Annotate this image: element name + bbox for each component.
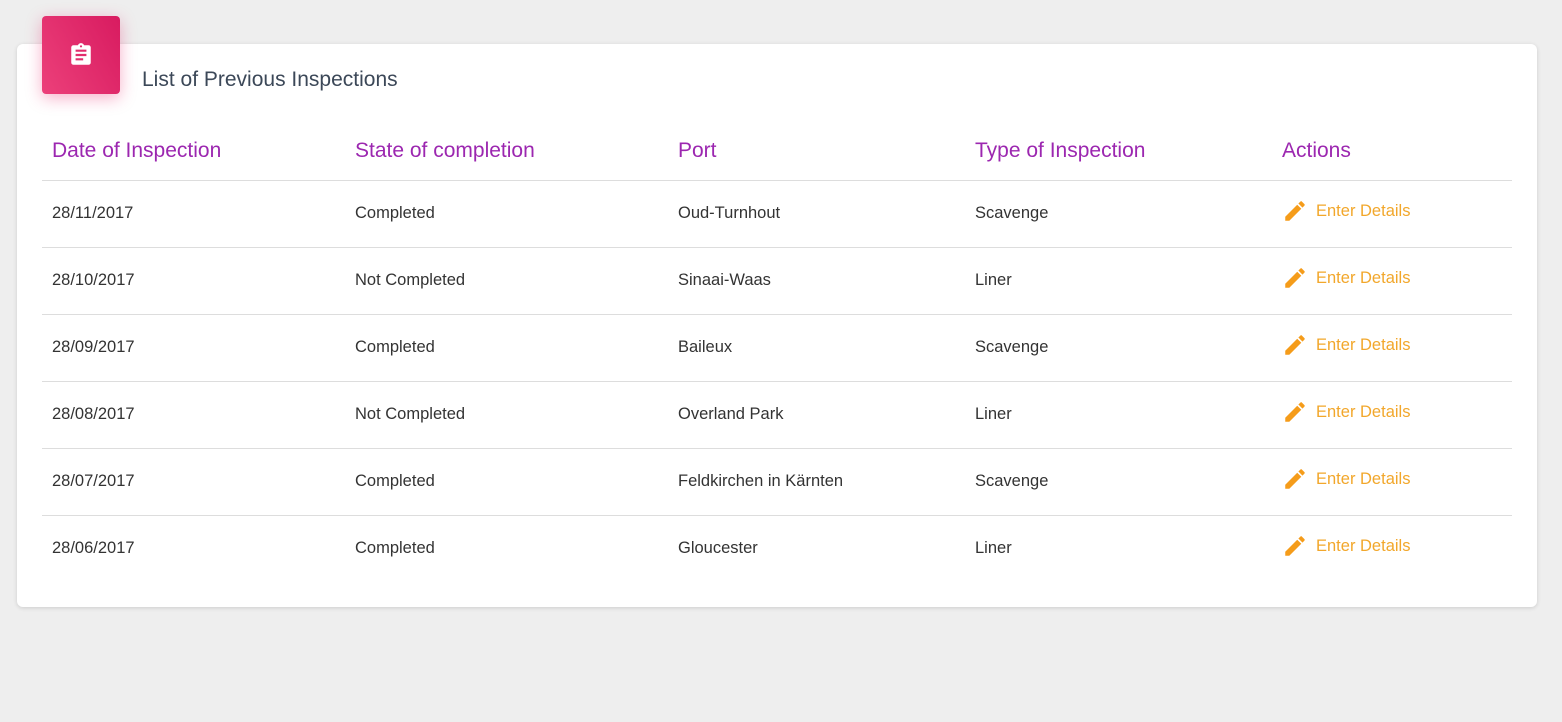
cell-port: Oud-Turnhout <box>668 180 965 248</box>
pencil-icon <box>1285 536 1305 556</box>
pencil-icon <box>1285 201 1305 221</box>
cell-state: Completed <box>345 314 668 382</box>
enter-details-button[interactable]: Enter Details <box>1282 399 1410 425</box>
enter-details-label: Enter Details <box>1316 536 1411 555</box>
enter-details-label: Enter Details <box>1316 402 1411 421</box>
table-row: 28/11/2017 Completed Oud-Turnhout Scavenge E… <box>42 180 1512 248</box>
cell-actions: Enter Details <box>1272 247 1512 315</box>
enter-details-button[interactable]: Enter Details <box>1282 198 1410 224</box>
cell-state: Completed <box>345 180 668 248</box>
cell-type: Scavenge <box>965 180 1272 248</box>
cell-type: Scavenge <box>965 314 1272 382</box>
table-row: 28/10/2017 Not Completed Sinaai-Waas Liner E… <box>42 247 1512 315</box>
pencil-icon <box>1285 469 1305 489</box>
enter-details-label: Enter Details <box>1316 335 1411 354</box>
card-header-icon <box>42 16 120 94</box>
column-header: Date of Inspection <box>42 122 345 181</box>
enter-details-label: Enter Details <box>1316 268 1411 287</box>
column-header: Port <box>668 122 965 181</box>
cell-port: Feldkirchen in Kärnten <box>668 448 965 516</box>
cell-actions: Enter Details <box>1272 381 1512 449</box>
cell-state: Completed <box>345 448 668 516</box>
inspections-table: Date of Inspection State of completion Por… <box>42 122 1512 582</box>
enter-details-button[interactable]: Enter Details <box>1282 533 1410 559</box>
enter-details-label: Enter Details <box>1316 469 1411 488</box>
cell-state: Not Completed <box>345 247 668 315</box>
cell-date: 28/11/2017 <box>42 180 345 248</box>
clipboard-icon <box>71 43 91 65</box>
table-row: 28/07/2017 Completed Feldkirchen in Kärnte… <box>42 448 1512 516</box>
cell-port: Gloucester <box>678 539 758 558</box>
cell-type: Liner <box>965 247 1272 315</box>
cell-date: 28/10/2017 <box>42 247 345 315</box>
cell-date: 28/07/2017 <box>42 448 345 516</box>
enter-details-button[interactable]: Enter Details <box>1282 466 1410 492</box>
cell-port: Overland Park <box>668 381 965 449</box>
cell-port: Baileux <box>668 314 965 382</box>
enter-details-button[interactable]: Enter Details <box>1282 332 1410 358</box>
cell-date: 28/08/2017 <box>42 381 345 449</box>
table-row: 28/06/2017 Completed Gloucester Liner Enter … <box>42 515 1512 582</box>
cell-port: Sinaai-Waas <box>668 247 965 315</box>
cell-actions: Enter Details <box>1272 448 1512 516</box>
cell-state: Completed <box>355 539 435 558</box>
column-header: State of completion <box>345 122 668 181</box>
column-header: Actions <box>1272 122 1512 181</box>
enter-details-label: Enter Details <box>1316 201 1411 220</box>
cell-type: Liner <box>975 539 1012 558</box>
cell-state: Not Completed <box>345 381 668 449</box>
cell-type: Scavenge <box>965 448 1272 516</box>
cell-actions: Enter Details <box>1272 180 1512 248</box>
pencil-icon <box>1285 335 1305 355</box>
enter-details-button[interactable]: Enter Details <box>1282 265 1410 291</box>
card-title: List of Previous Inspections <box>142 68 398 91</box>
pencil-icon <box>1285 402 1305 422</box>
table-row: 28/09/2017 Completed Baileux Scavenge Enter … <box>42 314 1512 382</box>
column-header: Type of Inspection <box>965 122 1272 181</box>
table-row: 28/08/2017 Not Completed Overland Park Line… <box>42 381 1512 449</box>
cell-actions: Enter Details <box>1272 314 1512 382</box>
cell-type: Liner <box>965 381 1272 449</box>
pencil-icon <box>1285 268 1305 288</box>
cell-actions: Enter Details <box>1272 515 1512 582</box>
cell-date: 28/09/2017 <box>42 314 345 382</box>
cell-date: 28/06/2017 <box>52 539 135 558</box>
